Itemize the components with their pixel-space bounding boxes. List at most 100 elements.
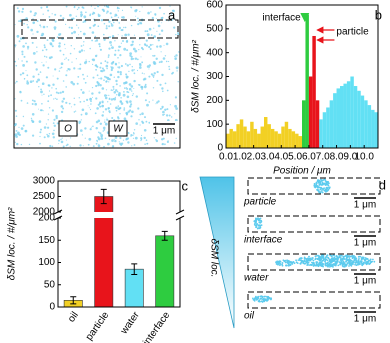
speckle (107, 54, 110, 56)
speckle (309, 263, 312, 266)
panel-label: b (375, 7, 382, 22)
speckle (94, 7, 96, 10)
speckle (118, 92, 121, 95)
histogram-bar (288, 128, 292, 148)
speckle (111, 46, 114, 49)
histogram-bar (305, 14, 309, 149)
speckle (176, 70, 178, 72)
speckle (26, 74, 29, 77)
speckle (175, 137, 177, 139)
speckle (358, 255, 360, 258)
speckle (30, 117, 33, 120)
speckle (105, 80, 108, 83)
speckle (173, 142, 176, 144)
speckle (26, 24, 28, 26)
speckle (257, 217, 259, 220)
speckle (108, 25, 111, 28)
speckle (339, 262, 342, 265)
speckle (287, 263, 290, 266)
speckle (103, 33, 105, 36)
speckle (101, 104, 104, 108)
histogram-bar (291, 131, 296, 148)
speckle (332, 257, 335, 260)
speckle (252, 297, 254, 300)
y-axis-label: δSM loc. / #/μm² (7, 207, 18, 280)
row-label: water (244, 273, 269, 284)
speckle (114, 40, 116, 42)
speckle (73, 48, 76, 50)
speckle (36, 46, 38, 48)
histogram-bar (284, 121, 289, 148)
speckle (255, 226, 258, 228)
speckle (173, 17, 176, 20)
histogram-bar (364, 100, 368, 148)
speckle (113, 21, 115, 24)
speckle (48, 90, 51, 92)
speckle (124, 33, 128, 37)
speckle (79, 101, 82, 103)
speckle (75, 15, 78, 17)
speckle (99, 101, 102, 104)
speckle (97, 119, 101, 123)
speckle (295, 261, 298, 264)
region-label: W (113, 124, 124, 135)
speckle (32, 52, 36, 55)
histogram-bar (340, 86, 344, 148)
speckle (39, 131, 42, 134)
speckle (14, 82, 16, 84)
speckle (303, 258, 306, 260)
speckle (16, 142, 19, 146)
speckle (77, 76, 80, 78)
image-frame (247, 253, 381, 271)
speckle (141, 88, 143, 90)
speckle (77, 68, 79, 70)
speckle (115, 83, 118, 86)
speckle (99, 84, 102, 87)
x-tick-label: 1.0 (233, 152, 247, 163)
error-bar (131, 263, 138, 276)
speckle (163, 113, 166, 115)
histogram-bar (253, 128, 258, 148)
speckle (303, 256, 306, 259)
speckle (132, 137, 135, 139)
speckle (355, 261, 358, 264)
speckle (21, 10, 24, 13)
speckle (320, 178, 322, 181)
speckle (128, 87, 132, 91)
speckle (341, 258, 344, 260)
speckle (108, 81, 110, 83)
histogram-bar (367, 105, 372, 148)
speckle (37, 78, 40, 82)
speckle (104, 122, 108, 126)
speckle (96, 74, 99, 77)
speckle (51, 132, 55, 136)
speckle (84, 81, 87, 84)
speckle (91, 31, 95, 34)
speckle (318, 256, 320, 259)
speckle (90, 100, 92, 103)
speckle (140, 56, 142, 58)
speckle (125, 112, 129, 115)
speckle (303, 259, 306, 262)
speckle (77, 6, 80, 9)
speckle (48, 95, 50, 97)
speckle (259, 221, 262, 224)
speckle (92, 125, 94, 128)
speckle (88, 90, 90, 92)
speckle (258, 218, 261, 221)
speckle (141, 72, 144, 74)
speckle (98, 77, 100, 80)
histogram-bar (312, 35, 316, 148)
speckle (105, 76, 108, 79)
speckle (65, 57, 67, 59)
speckle (107, 6, 110, 9)
speckle (99, 132, 102, 135)
speckle (323, 187, 325, 190)
speckle (306, 264, 309, 266)
speckle (324, 182, 326, 185)
speckle (152, 87, 155, 89)
speckle (108, 20, 111, 23)
speckle (41, 49, 44, 52)
speckle (48, 107, 51, 109)
speckle (354, 263, 356, 266)
